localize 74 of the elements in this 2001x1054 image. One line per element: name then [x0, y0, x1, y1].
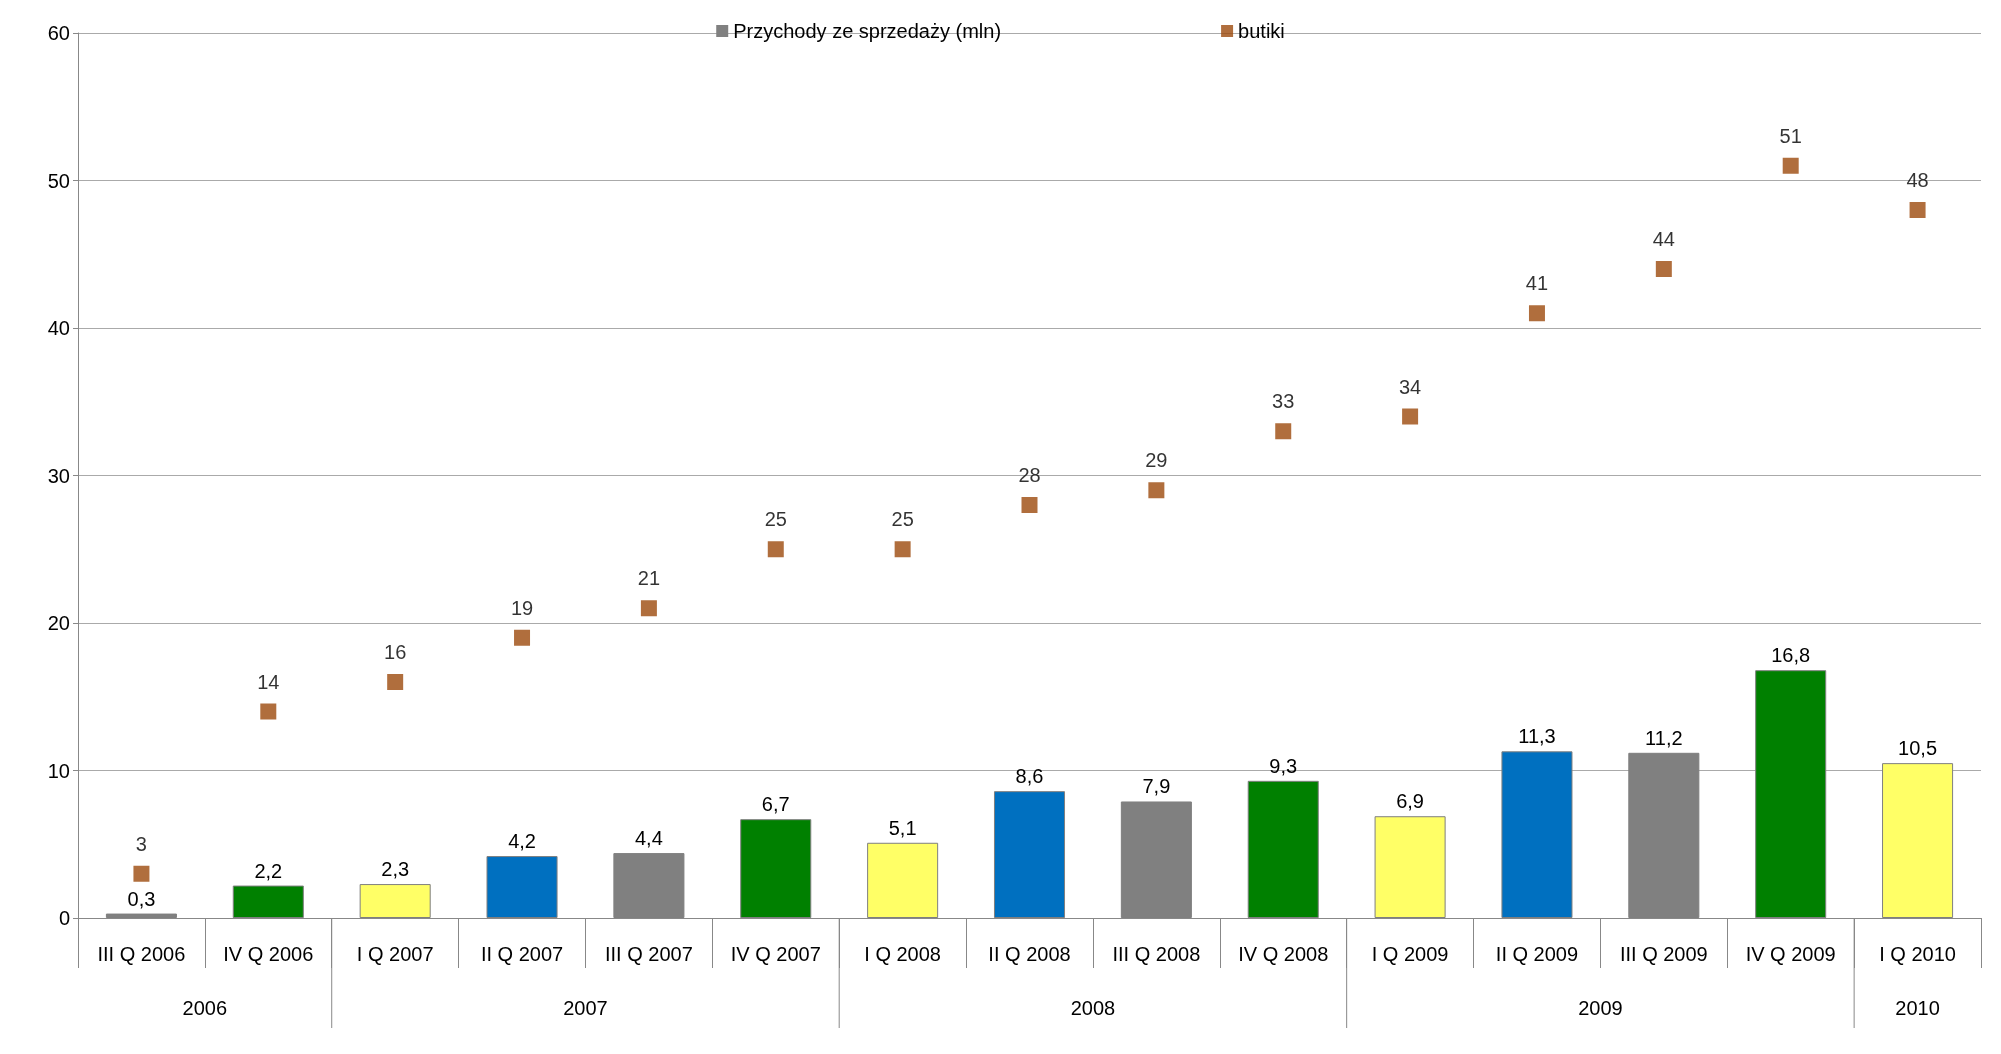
y-tick-label: 40: [47, 317, 70, 339]
data-label: 3: [135, 832, 147, 855]
x-tick-label: II Q 2008: [988, 943, 1071, 965]
data-label: 51: [1779, 124, 1802, 147]
x-tick-label: II Q 2009: [1495, 943, 1579, 965]
data-label: 21: [637, 567, 661, 590]
x-tick-label: I Q 2007: [356, 943, 434, 965]
point: [387, 674, 404, 690]
text: 2008: [1070, 997, 1116, 1019]
data-label: 25: [891, 508, 914, 531]
text: 2006: [182, 997, 228, 1019]
x-tick-label: IV Q 2009: [1745, 943, 1836, 965]
y-tick-label: 50: [47, 169, 70, 192]
data-label: 4,2: [508, 830, 536, 853]
data-label: 2,3: [381, 858, 410, 881]
point: [1148, 482, 1165, 499]
x-tick-label: IV Q 2007: [730, 943, 821, 965]
data-label: 16: [384, 641, 407, 663]
data-label: 0,3: [127, 887, 156, 910]
data-label: 2,2: [254, 859, 283, 882]
y-tick-label: 20: [47, 612, 70, 634]
text: 2007: [563, 997, 608, 1019]
legend-label: Przychody ze sprzedaży (mln): [733, 20, 1002, 42]
data-label: 5,1: [888, 816, 917, 839]
y-tick-label: 60: [47, 22, 70, 44]
point: [640, 600, 657, 617]
point: [1275, 423, 1292, 440]
data-label: 28: [1018, 464, 1041, 486]
data-label: 33: [1272, 390, 1295, 413]
point: [260, 703, 277, 720]
data-label: 48: [1906, 169, 1929, 191]
data-label: 29: [1145, 449, 1168, 472]
text: 2010: [1895, 997, 1940, 1019]
data-label: 25: [764, 508, 787, 531]
text: 2009: [1578, 997, 1623, 1019]
x-tick-label: IV Q 2006: [223, 943, 314, 965]
data-label: 4,4: [634, 827, 663, 850]
data-label: 6,7: [761, 793, 790, 816]
y-tick-label: 30: [47, 464, 70, 487]
x-tick-label: III Q 2009: [1619, 943, 1708, 965]
data-label: 7,9: [1142, 775, 1171, 798]
legend-label: butiki: [1238, 20, 1285, 42]
x-tick-label: III Q 2008: [1112, 943, 1201, 965]
x-tick-label: III Q 2007: [604, 943, 693, 965]
point: [1528, 305, 1545, 322]
data-label: 9,3: [1269, 754, 1298, 777]
data-label: 16,8: [1771, 644, 1811, 667]
data-label: 8,6: [1015, 765, 1044, 788]
y-tick-label: 10: [47, 759, 70, 782]
data-label: 19: [510, 596, 534, 619]
point: [894, 541, 911, 558]
x-tick-label: I Q 2010: [1879, 943, 1956, 965]
x-tick-label: I Q 2008: [864, 943, 941, 965]
point: [1021, 497, 1038, 513]
data-label: 41: [1525, 272, 1549, 295]
point: [514, 629, 531, 646]
x-tick-label: I Q 2009: [1371, 943, 1449, 965]
data-label: 11,3: [1518, 725, 1556, 748]
y-tick-label: 0: [58, 907, 70, 929]
x-tick-label: III Q 2006: [97, 943, 186, 965]
data-label: 6,9: [1396, 790, 1425, 813]
x-tick-label: II Q 2007: [480, 943, 564, 965]
point: [133, 865, 150, 882]
point: [1402, 408, 1419, 425]
data-label: 34: [1398, 375, 1422, 398]
data-label: 10,5: [1898, 737, 1938, 760]
point: [767, 541, 784, 558]
data-label: 14: [257, 670, 280, 693]
point: [1655, 261, 1672, 277]
x-tick-label: IV Q 2008: [1238, 943, 1329, 965]
data-label: 44: [1652, 228, 1675, 250]
data-label: 11,2: [1645, 726, 1683, 749]
point: [1909, 202, 1926, 218]
point: [1782, 157, 1799, 174]
